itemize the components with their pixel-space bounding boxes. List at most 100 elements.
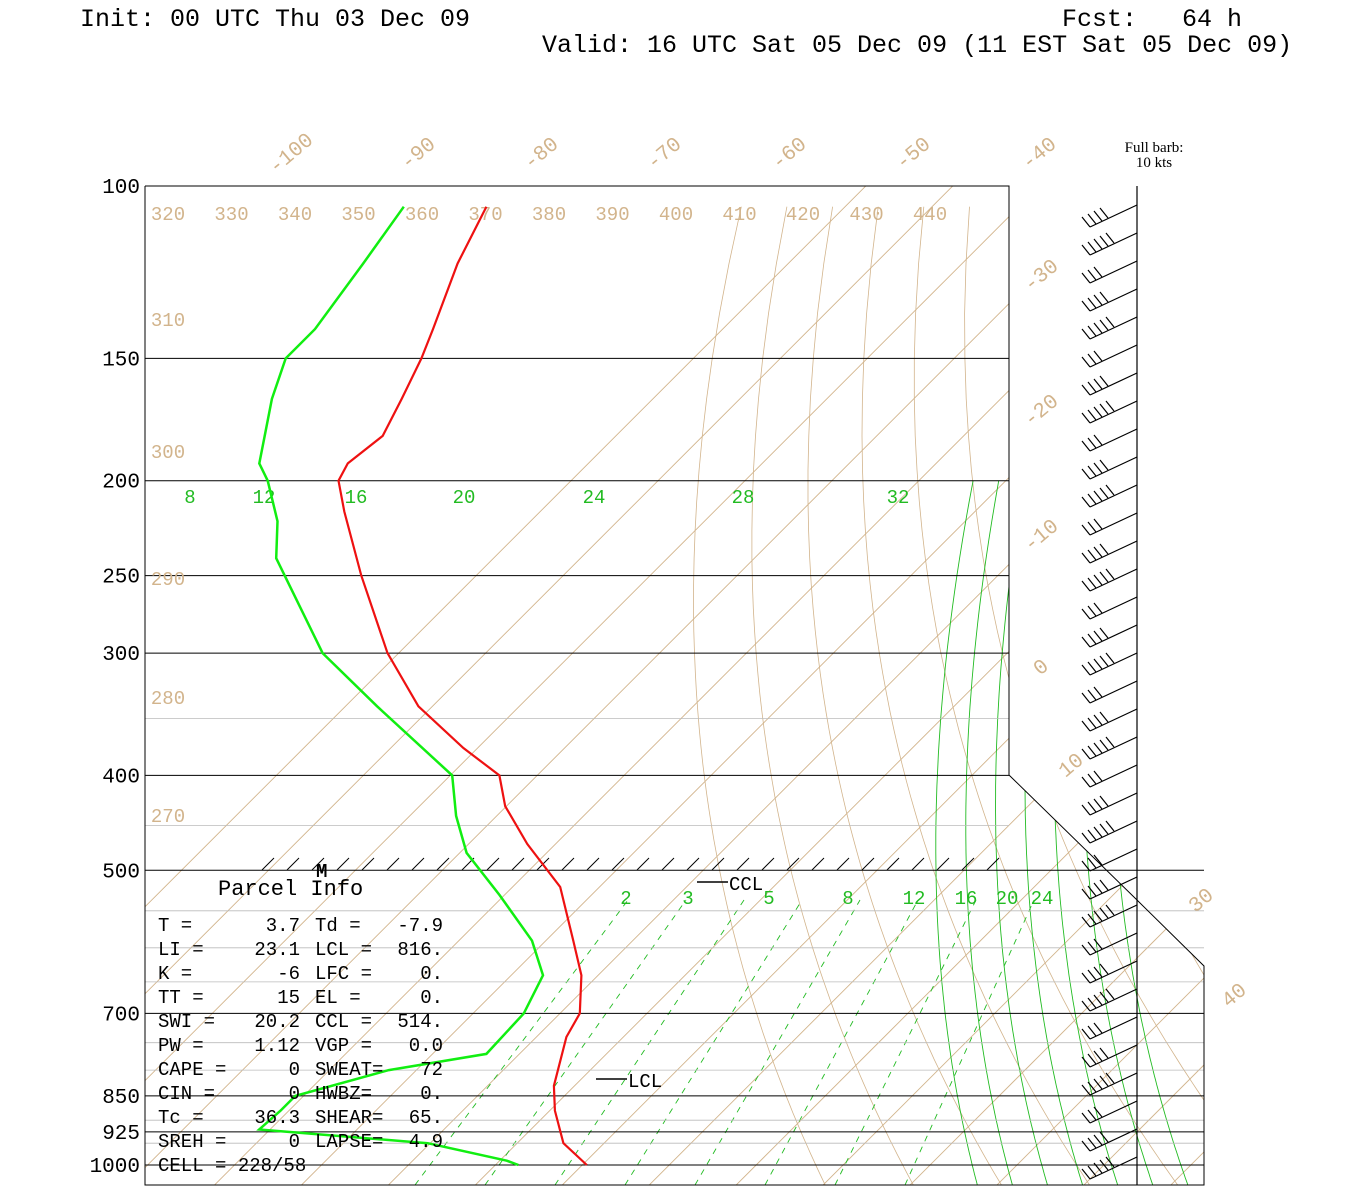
moist-label: 32	[887, 487, 910, 509]
isotherm	[908, 186, 1204, 1185]
info-value: 72	[420, 1059, 443, 1081]
isotherm-label: -10	[1020, 516, 1064, 558]
hatch-mark	[686, 857, 700, 871]
forecast-hour: Fcst: 64 h	[1062, 5, 1242, 34]
isotherm-label: -20	[1020, 391, 1064, 433]
isotherm	[1257, 164, 1350, 1186]
wind-barb	[1081, 260, 1138, 284]
info-label: EL =	[315, 987, 361, 1009]
info-label: T =	[158, 915, 192, 937]
hatch-mark	[936, 857, 950, 871]
wind-barb	[1081, 1100, 1138, 1124]
dry-adiabat	[1243, 207, 1350, 1186]
pressure-label-500: 500	[102, 861, 140, 884]
pressure-label-400: 400	[102, 766, 140, 789]
wind-barb	[1081, 988, 1138, 1012]
isotherm-label: -40	[1018, 134, 1062, 176]
barb-legend-line1: Full barb:	[1125, 140, 1184, 156]
dry-adiabat	[1197, 206, 1204, 1185]
isotherm	[145, 186, 1062, 1185]
isotherm-label: -50	[892, 134, 936, 176]
moist-label: 28	[732, 487, 755, 509]
ccl-marker: CCL	[697, 874, 763, 896]
dewpoint-line	[256, 205, 545, 1167]
hatch-mark	[511, 857, 525, 871]
theta-label: 320	[151, 204, 185, 226]
parcel-info-panel: Parcel Info T = 3.7 Td = -7.9 LI = 23.1 LCL = 8…	[158, 877, 443, 1177]
temperature-line	[337, 206, 588, 1166]
hatch-mark	[836, 857, 850, 871]
info-value: 4.9	[409, 1131, 443, 1153]
parcel-info-title: Parcel Info	[218, 877, 363, 902]
theta-label: 340	[278, 204, 312, 226]
dry-adiabat	[693, 206, 826, 1185]
info-value: -6	[277, 963, 300, 985]
isotherm	[1082, 186, 1204, 1185]
wind-barb	[1081, 288, 1138, 312]
wind-barb	[1081, 372, 1138, 396]
hatch-mark	[636, 857, 650, 871]
pressure-label-100: 100	[102, 177, 140, 200]
lcl-label: LCL	[628, 1071, 662, 1093]
dry-adiabat	[1335, 207, 1350, 1186]
wind-barb	[1081, 652, 1138, 676]
hatch-mark	[911, 857, 925, 871]
wind-barb	[1081, 316, 1138, 340]
isotherm	[387, 186, 1204, 1185]
theta-label-left: 290	[151, 569, 185, 591]
lcl-marker: LCL	[596, 1071, 662, 1093]
info-label: LCL =	[315, 939, 372, 961]
wind-barb	[1081, 540, 1138, 564]
axis-labels: -100 -90 -80 -70 -60 -50 -40-30-20-10010304032…	[151, 130, 1252, 1014]
wind-barb	[1081, 344, 1138, 368]
info-label: PW =	[158, 1035, 204, 1057]
valid-time: Valid: 16 UTC Sat 05 Dec 09 (11 EST Sat …	[542, 31, 1292, 60]
wind-barb	[1081, 484, 1138, 508]
wind-barb	[1081, 848, 1138, 872]
moist-label: 8	[184, 487, 195, 509]
mixing-ratio-label: 3	[682, 888, 693, 910]
wind-barbs	[1081, 204, 1138, 1180]
info-value: 0	[289, 1083, 300, 1105]
parcel-info-rows: T = 3.7 Td = -7.9 LI = 23.1 LCL = 816. K = -6 LFC …	[158, 915, 443, 1153]
isotherm	[1169, 186, 1204, 1185]
info-value: 20.2	[254, 1011, 300, 1033]
info-label: LI =	[158, 939, 204, 961]
theta-label: 370	[468, 204, 502, 226]
dry-adiabat	[1289, 207, 1350, 1186]
wind-barb	[1081, 708, 1138, 732]
theta-label-left: 300	[151, 442, 185, 464]
hatch-mark	[486, 857, 500, 871]
pressure-label-300: 300	[102, 644, 140, 667]
isotherm	[145, 186, 1149, 1185]
info-value: 816.	[397, 939, 443, 961]
wind-barb	[1081, 400, 1138, 424]
wind-barb	[1081, 1016, 1138, 1040]
info-value: 23.1	[254, 939, 300, 961]
wind-barb	[1081, 568, 1138, 592]
ccl-label: CCL	[729, 874, 763, 896]
mixing-ratio-lines	[414, 480, 1189, 1185]
info-value: 514.	[397, 1011, 443, 1033]
hatch-mark	[861, 857, 875, 871]
isotherm	[648, 186, 1204, 1185]
mixing-ratio-label: 8	[842, 888, 853, 910]
isotherm	[995, 186, 1204, 1185]
wind-barb	[1081, 736, 1138, 760]
pressure-label-925: 925	[102, 1123, 140, 1146]
info-label: CIN =	[158, 1083, 215, 1105]
isotherm-label: -60	[768, 134, 812, 176]
info-label: K =	[158, 963, 192, 985]
hatch-500	[261, 857, 1000, 871]
pressure-label-200: 200	[102, 472, 140, 495]
moist-adiabat	[1024, 480, 1084, 1185]
isotherm	[145, 186, 888, 1185]
hatch-mark	[611, 857, 625, 871]
info-value: 3.7	[266, 915, 300, 937]
moist-label: 20	[453, 487, 476, 509]
dry-adiabat	[1151, 206, 1204, 1185]
dry-adiabat	[964, 206, 1204, 1185]
barb-legend-line2: 10 kts	[1136, 155, 1172, 171]
wind-barb	[1081, 904, 1138, 928]
